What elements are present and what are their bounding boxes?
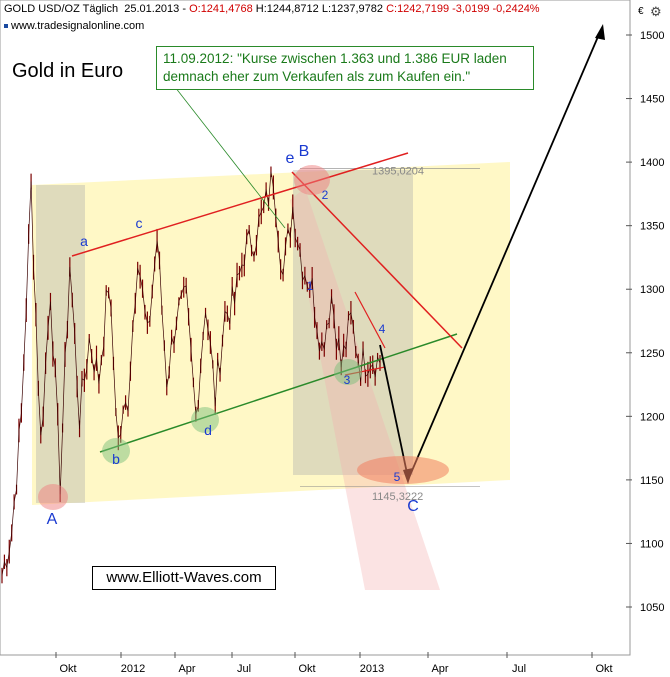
y-tick-label: 1250	[640, 348, 664, 360]
x-tick-label: Jul	[237, 663, 251, 675]
down-trendline	[291, 171, 463, 349]
chart-title: Gold in Euro	[12, 60, 124, 82]
y-tick-label: 1200	[640, 411, 664, 423]
x-tick-label: Apr	[431, 663, 448, 675]
wave-label: 5	[394, 470, 401, 484]
pivot-circle-B	[294, 165, 330, 195]
chart-header: GOLD USD/OZ Täglich 25.01.2013 - O:1241,…	[4, 3, 540, 15]
y-tick-label: 1100	[640, 538, 664, 550]
pivot-circle-A	[38, 484, 68, 510]
change-percent: -0,2424%	[492, 3, 540, 15]
target-zone	[357, 456, 449, 484]
pivot-circle-b	[102, 438, 130, 464]
wave-label: a	[80, 233, 88, 249]
projection-up-arrow	[407, 31, 601, 481]
open-value: O:1241,4768	[189, 3, 253, 15]
y-tick-label: 1350	[640, 221, 664, 233]
wave-label: 1	[307, 279, 314, 293]
price-level-label: 1145,3222	[372, 491, 423, 503]
low-value: L:1237,9782	[321, 3, 383, 15]
wave-label: e	[286, 150, 295, 167]
arrow-head	[595, 24, 605, 40]
instrument-name: GOLD USD/OZ Täglich	[4, 3, 119, 15]
currency-label: €	[638, 6, 644, 17]
price-level-label: 1395,0204	[372, 165, 424, 177]
y-tick-label: 1450	[640, 94, 664, 106]
source-website: www.tradesignalonline.com	[4, 20, 144, 32]
wave-label: b	[112, 451, 120, 467]
pivot-circle-3	[334, 359, 362, 385]
y-tick-label: 1400	[640, 157, 664, 169]
x-tick-label: Apr	[178, 663, 195, 675]
annotation-pointer	[167, 77, 286, 229]
y-tick-label: 1150	[640, 475, 664, 487]
wave-label: 3	[344, 373, 351, 387]
wave-label: d	[204, 422, 212, 438]
wave-label: C	[407, 498, 419, 515]
wave-label: 2	[322, 188, 329, 202]
brand-watermark: www.Elliott-Waves.com	[92, 566, 276, 590]
resistance-trendline	[71, 152, 409, 257]
pivot-circle-d	[191, 407, 219, 433]
quote-date: 25.01.2013	[124, 3, 180, 15]
x-tick-label: Jul	[512, 663, 526, 675]
website-text: www.tradesignalonline.com	[11, 20, 145, 32]
trend-channel	[32, 162, 510, 505]
wave-label: c	[136, 215, 143, 231]
settings-gear-icon[interactable]: ⚙	[650, 4, 662, 19]
bullet-icon	[4, 24, 8, 29]
high-value: H:1244,8712	[255, 3, 319, 15]
wave4-trendline	[354, 291, 386, 349]
x-tick-label: Okt	[298, 663, 315, 675]
y-tick-label: 1050	[640, 602, 664, 614]
x-tick-label: Okt	[59, 663, 76, 675]
annotation-box: 11.09.2012: "Kurse zwischen 1.363 und 1.…	[156, 46, 534, 90]
wave-label: 4	[379, 322, 386, 336]
wave-label: A	[47, 511, 58, 528]
x-tick-label: Okt	[595, 663, 612, 675]
x-tick-label: 2012	[121, 663, 145, 675]
support-trendline	[99, 333, 458, 453]
x-tick-label: 2013	[360, 663, 384, 675]
decline-wedge	[290, 188, 440, 590]
change-value: -3,0199	[452, 3, 490, 15]
price-line	[1, 171, 381, 576]
projection-down-arrow	[379, 344, 409, 479]
y-tick-label: 1300	[640, 284, 664, 296]
y-tick-label: 1500	[640, 30, 664, 42]
close-value: C:1242,7199	[386, 3, 450, 15]
shaded-region-left	[36, 185, 85, 503]
wave-label: B	[299, 143, 310, 160]
